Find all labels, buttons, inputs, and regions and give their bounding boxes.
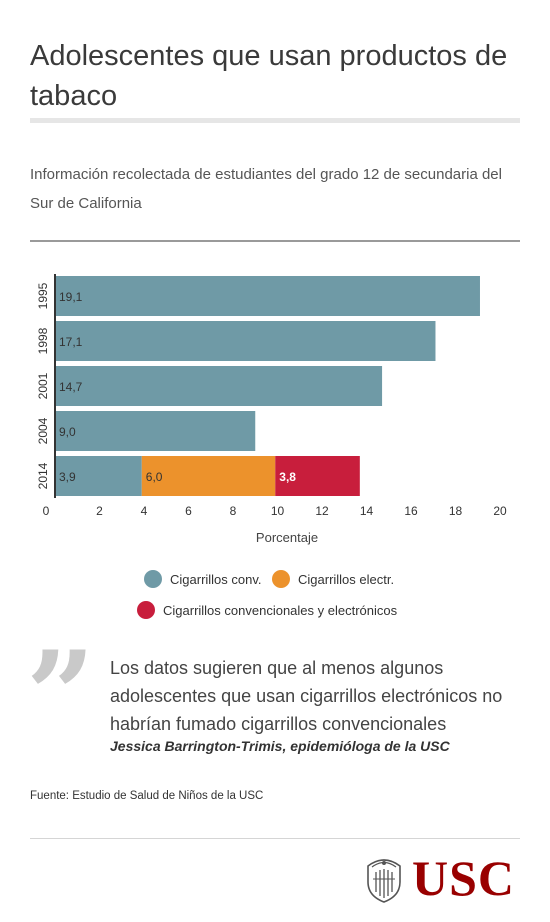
x-tick-label-10: 10 — [271, 504, 285, 518]
x-tick-label-0: 0 — [43, 504, 50, 518]
data-label-2004-series-0: 9,0 — [59, 425, 76, 439]
quote-author: Jessica Barrington-Trimis, epidemióloga … — [110, 738, 450, 754]
legend-item-conventional: Cigarrillos conv. — [144, 570, 262, 588]
category-label-1995: 1995 — [36, 282, 50, 309]
page-subtitle: Información recolectada de estudiantes d… — [30, 166, 502, 212]
page-title: Adolescentes que usan productos de tabac… — [30, 40, 508, 112]
legend-label-electronic: Cigarrillos electr. — [298, 571, 395, 587]
x-tick-label-12: 12 — [315, 504, 329, 518]
x-tick-label-14: 14 — [360, 504, 374, 518]
legend-swatch-both — [137, 601, 155, 619]
usc-logo-text: USC — [412, 850, 516, 906]
usc-seal-icon — [367, 859, 401, 903]
category-label-2004: 2004 — [36, 417, 50, 444]
data-label-2001-series-0: 14,7 — [59, 380, 83, 394]
category-label-1998: 1998 — [36, 327, 50, 354]
quote-mark-icon: ” — [26, 625, 96, 766]
x-axis-title: Porcentaje — [256, 530, 318, 545]
data-label-2014-series-1: 6,0 — [146, 470, 163, 484]
footer-divider — [30, 838, 520, 839]
data-label-1995-series-0: 19,1 — [59, 290, 83, 304]
legend-label-conventional: Cigarrillos conv. — [170, 571, 262, 587]
x-tick-label-18: 18 — [449, 504, 463, 518]
bar-1998-series-0 — [55, 321, 436, 361]
x-tick-label-4: 4 — [141, 504, 148, 518]
legend-swatch-conventional — [144, 570, 162, 588]
data-label-1998-series-0: 17,1 — [59, 335, 83, 349]
category-label-2014: 2014 — [36, 462, 50, 489]
bar-2001-series-0 — [55, 366, 383, 406]
data-label-2014-series-2: 3,8 — [279, 470, 296, 484]
legend-item-electronic: Cigarrillos electr. — [272, 570, 394, 588]
legend-swatch-electronic — [272, 570, 290, 588]
bar-2014-series-1 — [141, 456, 276, 496]
usc-logo: USC — [364, 850, 515, 906]
bar-1995-series-0 — [55, 276, 480, 316]
bar-2014-series-2 — [275, 456, 360, 496]
quote-text: Los datos sugieren que al menos algunos … — [110, 658, 503, 734]
x-tick-label-8: 8 — [230, 504, 237, 518]
x-tick-label-16: 16 — [404, 504, 418, 518]
x-tick-label-20: 20 — [493, 504, 507, 518]
subtitle-divider — [30, 240, 520, 242]
title-divider — [30, 118, 520, 123]
legend-label-both: Cigarrillos convencionales y electrónico… — [163, 602, 398, 618]
category-label-2001: 2001 — [36, 372, 50, 399]
source-note: Fuente: Estudio de Salud de Niños de la … — [30, 790, 264, 802]
legend-item-both: Cigarrillos convencionales y electrónico… — [137, 601, 397, 619]
bar-2004-series-0 — [55, 411, 256, 451]
data-label-2014-series-0: 3,9 — [59, 470, 76, 484]
bar-2014-series-0 — [55, 456, 142, 496]
x-tick-label-2: 2 — [96, 504, 103, 518]
x-tick-label-6: 6 — [185, 504, 192, 518]
